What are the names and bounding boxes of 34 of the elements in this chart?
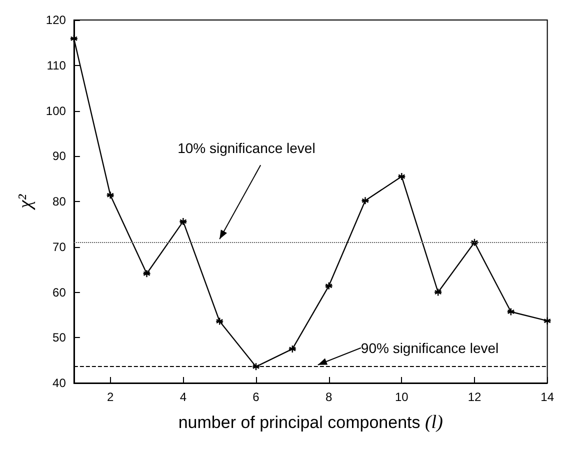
point [215,317,224,326]
y-tick-label: 90 [52,149,66,164]
point [106,191,114,200]
point [324,282,333,290]
x-tick-label: 12 [468,390,482,404]
annotation: 90% significance level [360,340,499,356]
y-tick-label: 120 [46,13,66,27]
annotation: 10% significance level [178,140,316,156]
y-tick-label: 40 [52,376,66,390]
point [142,270,151,278]
point [434,288,442,296]
x-tick-label: 4 [180,390,187,404]
y-tick-label: 100 [46,104,66,118]
y-tick-label: 70 [52,240,66,254]
point [506,308,516,316]
y-tick-label: 80 [52,194,66,208]
y-axis-title: χ² [15,194,36,211]
x-axis-title: number of principal components (l) [178,412,443,433]
x-tick-label: 14 [540,390,554,404]
point [288,344,297,354]
x-tick-label: 2 [106,390,114,404]
y-tick-label: 60 [52,285,66,300]
y-tick-label: 110 [46,58,66,72]
x-tick-label: 10 [394,390,409,404]
point [361,196,370,205]
point [70,34,78,43]
x-tick-label: 6 [252,390,260,404]
point [398,172,406,181]
point [252,362,260,371]
point [543,316,552,325]
point [179,217,188,226]
y-tick-label: 50 [52,330,66,345]
point [470,238,479,246]
x-tick-label: 8 [325,390,332,404]
